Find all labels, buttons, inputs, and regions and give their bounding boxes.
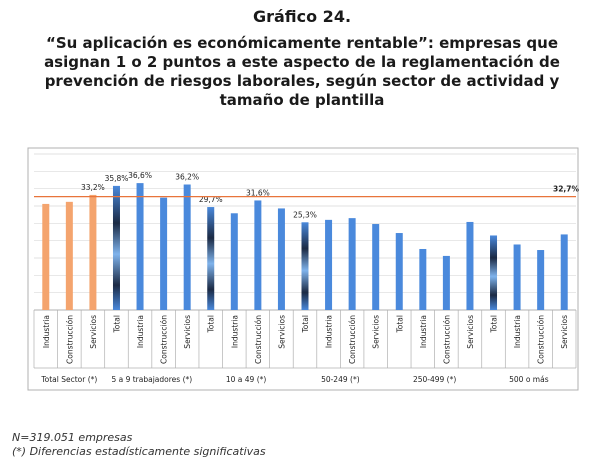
- bar: [325, 219, 333, 310]
- bar: [537, 250, 545, 310]
- bar: [277, 208, 285, 310]
- bar: [160, 197, 168, 310]
- category-label: Construcción: [537, 315, 546, 364]
- category-label: Total: [490, 315, 499, 334]
- bar: [395, 233, 403, 310]
- bar: [560, 234, 568, 310]
- significance-note: (*) Diferencias estadísticamente signifi…: [12, 445, 266, 458]
- category-label: Servicios: [466, 315, 475, 349]
- category-label: Servicios: [372, 315, 381, 349]
- group-label: 5 a 9 trabajadores (*): [111, 375, 192, 384]
- category-label: Servicios: [277, 315, 286, 349]
- category-label: Industria: [513, 315, 522, 348]
- data-label: 33,2%: [81, 183, 105, 192]
- group-label: 250-499 (*): [413, 375, 456, 384]
- bar: [89, 194, 97, 310]
- data-label: 36,6%: [128, 171, 152, 180]
- bar: [490, 235, 498, 310]
- group-label: 50-249 (*): [321, 375, 360, 384]
- figure-title: “Su aplicación es económicamente rentabl…: [44, 34, 560, 109]
- bar: [112, 185, 120, 310]
- category-label: Industria: [136, 315, 145, 348]
- category-label: Total: [395, 315, 404, 334]
- footnotes: N=319.051 empresas (*) Diferencias estad…: [12, 431, 266, 459]
- bar: [183, 184, 191, 310]
- figure-number: Gráfico 24.: [252, 7, 352, 26]
- data-label: 29,7%: [199, 195, 223, 204]
- bar-chart: Industria Construcción 33,2% Servicios Total…: [27, 147, 580, 391]
- category-label: Servicios: [560, 315, 569, 349]
- category-label: Construcción: [65, 315, 74, 364]
- bar: [442, 255, 450, 310]
- category-label: Construcción: [160, 315, 169, 364]
- bar: [207, 207, 215, 310]
- category-label: Industria: [325, 315, 334, 348]
- group-label: 500 o más: [509, 375, 549, 384]
- bar: [65, 201, 73, 310]
- data-label: 31,6%: [246, 188, 270, 197]
- category-label: Industria: [42, 315, 51, 348]
- category-label: Construcción: [442, 315, 451, 364]
- data-label: 36,2%: [175, 173, 199, 182]
- sample-size-note: N=319.051 empresas: [12, 431, 133, 444]
- category-label: Servicios: [183, 315, 192, 349]
- category-label: Construcción: [254, 315, 263, 364]
- bar: [301, 222, 309, 310]
- category-label: Total: [207, 315, 216, 334]
- bar: [348, 218, 356, 310]
- group-label: 10 a 49 (*): [226, 375, 267, 384]
- data-label: 35,8%: [105, 174, 129, 183]
- bar: [254, 200, 262, 310]
- bar: [372, 224, 380, 310]
- bar: [513, 244, 521, 310]
- bar: [419, 248, 427, 310]
- reference-line-label: 32,7%: [553, 185, 580, 194]
- group-label: Total Sector (*): [40, 375, 97, 384]
- category-label: Total: [112, 315, 121, 334]
- category-label: Construcción: [348, 315, 357, 364]
- category-label: Servicios: [89, 315, 98, 349]
- bar: [230, 213, 238, 310]
- bar: [466, 221, 474, 310]
- bar: [42, 203, 50, 310]
- bar: [136, 183, 144, 310]
- data-label: 25,3%: [293, 210, 317, 219]
- category-label: Industria: [419, 315, 428, 348]
- figure-header: Gráfico 24. “Su aplicación es económicam…: [0, 6, 604, 110]
- category-label: Total: [301, 315, 310, 334]
- category-label: Industria: [230, 315, 239, 348]
